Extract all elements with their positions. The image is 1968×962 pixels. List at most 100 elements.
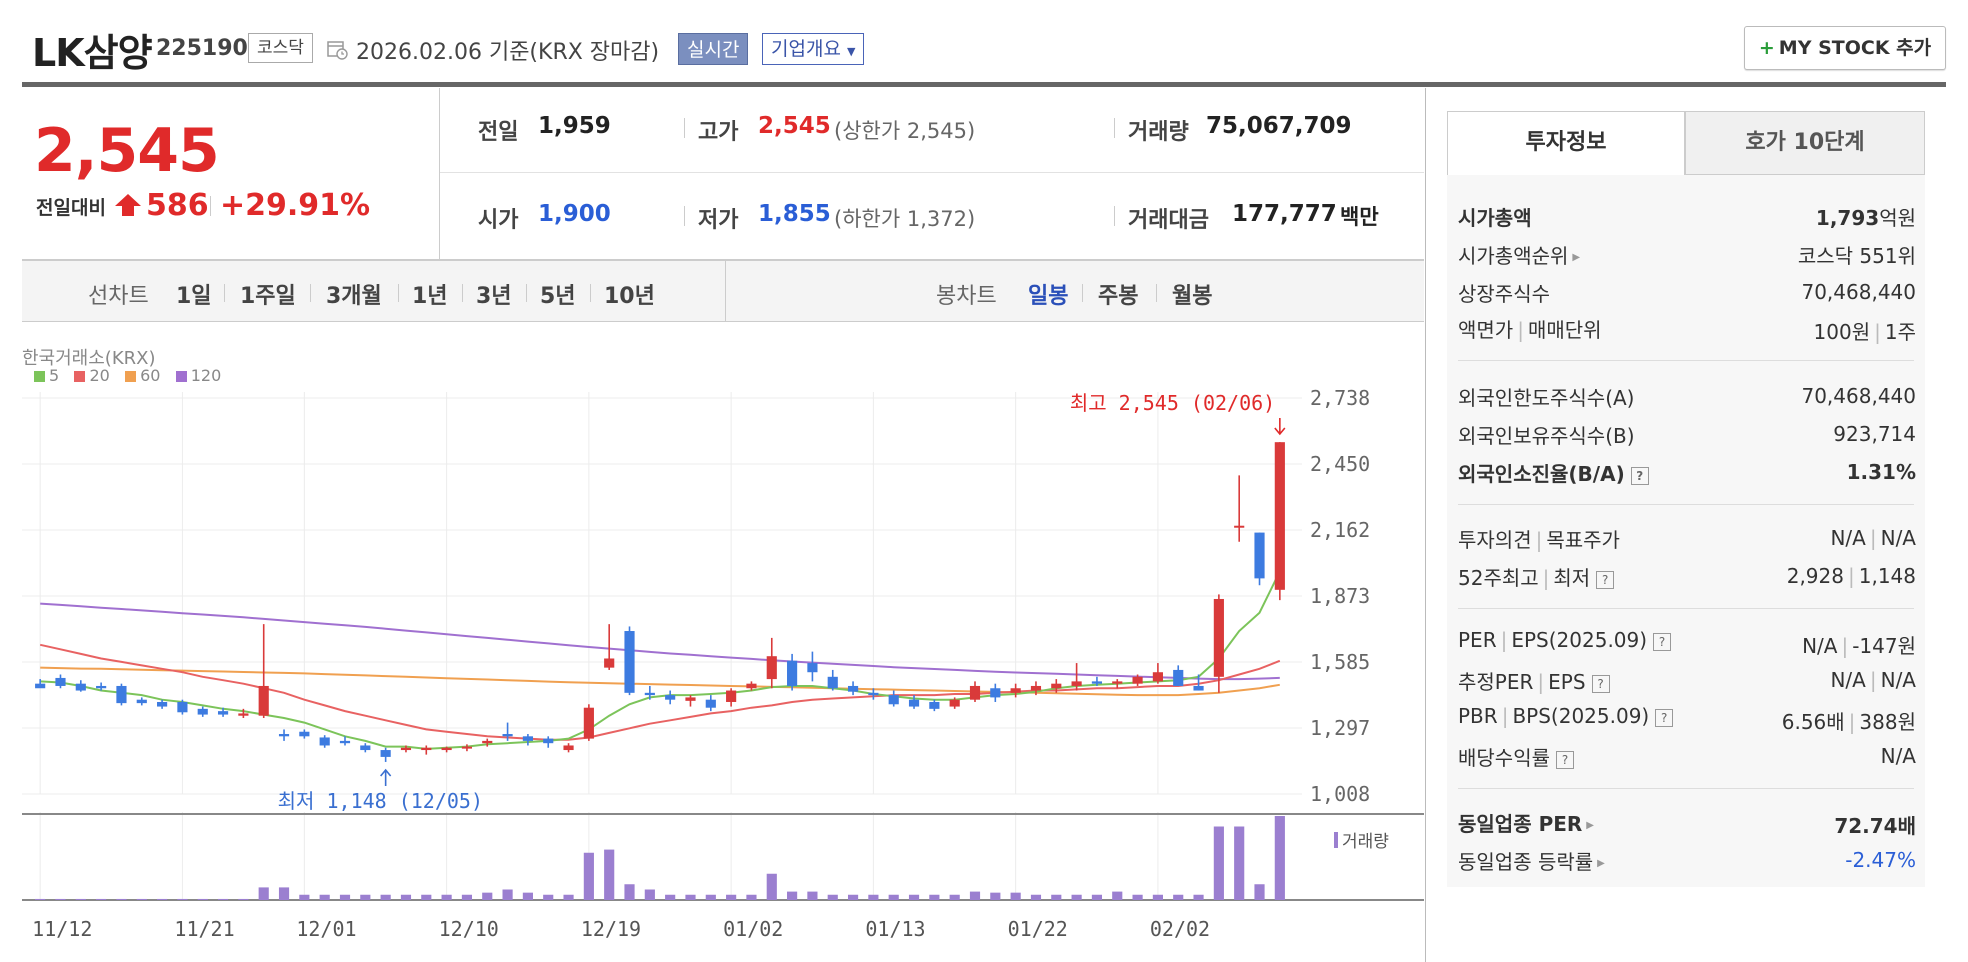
volume-bar (380, 894, 391, 900)
candle-body (1132, 676, 1143, 684)
candle-body (35, 683, 46, 689)
volume-bar (766, 873, 777, 900)
amount-unit: 백만 (1340, 205, 1379, 229)
candle-body (746, 683, 757, 689)
candle-body (55, 677, 66, 686)
volume-bar (847, 894, 859, 900)
stock-name: LK삼양 (32, 31, 153, 75)
divider (526, 284, 527, 302)
help-icon[interactable]: ? (1556, 751, 1574, 769)
high-value: 2,545 (758, 113, 831, 139)
candle-body (604, 658, 615, 668)
candle-daily[interactable]: 일봉 (1028, 284, 1069, 309)
volume-legend-label: 거래량 (1342, 832, 1389, 852)
help-icon[interactable]: ? (1596, 571, 1615, 589)
high-annotation: 최고 2,545 (02/06) (1070, 391, 1275, 415)
candle-body (807, 663, 818, 673)
volume-bar (177, 898, 188, 900)
period-1w[interactable]: 1주일 (240, 284, 296, 309)
realtime-button[interactable]: 실시간 (678, 33, 749, 65)
help-icon[interactable]: ? (1655, 709, 1674, 727)
candle-body (339, 740, 351, 744)
candle-body (421, 747, 432, 751)
candle-body (583, 707, 594, 739)
candle-body (990, 688, 1001, 698)
help-icon[interactable]: ? (1591, 675, 1610, 693)
period-3m[interactable]: 3개월 (326, 284, 382, 309)
candle-body (522, 736, 533, 741)
sector-rate-value: -2.47% (1845, 848, 1916, 872)
candle-body (177, 701, 188, 713)
volume-bar (685, 894, 696, 900)
candle-body (1051, 683, 1062, 689)
market-cap-rank-link[interactable]: 시가총액순위 ▶ (1458, 244, 1581, 268)
chevron-right-icon: ▶ (1572, 252, 1581, 263)
volume-bar (400, 894, 412, 900)
panel-border (1425, 88, 1426, 962)
change-rate: +29.91% (220, 188, 371, 223)
volume-bar (1234, 826, 1245, 900)
volume-bar (1071, 894, 1082, 900)
line-chart-label: 선차트 (88, 284, 149, 309)
volume-bar (299, 894, 310, 900)
period-5y[interactable]: 5년 (540, 284, 576, 309)
low-arrow-icon (380, 768, 392, 786)
volume-bar (75, 898, 86, 900)
legend-ma5: 5 (34, 366, 59, 385)
candle-body (217, 711, 229, 715)
volume-bar (1173, 894, 1184, 900)
candle-body (258, 685, 269, 716)
volume-bar (258, 887, 269, 900)
low-annotation: 최저 1,148 (12/05) (278, 789, 483, 813)
volume-bar (278, 887, 290, 900)
divider (1114, 118, 1115, 138)
candle-body (116, 685, 127, 704)
help-icon[interactable]: ? (1630, 467, 1649, 485)
candle-weekly[interactable]: 주봉 (1098, 284, 1139, 309)
ma20-line (39, 643, 1281, 741)
candle-body (380, 750, 391, 757)
volume-bar (868, 894, 879, 900)
volume-bar (217, 898, 229, 900)
candle-body (299, 731, 310, 737)
volume-bar (705, 894, 716, 900)
candle-body (197, 708, 208, 715)
candle-body (908, 699, 920, 707)
volume-bar (319, 894, 330, 900)
legend-ma120: 120 (175, 366, 221, 385)
candle-body (502, 734, 513, 737)
tab-order-book[interactable]: 호가 10단계 (1685, 111, 1925, 175)
amount-value: 177,777 (1232, 201, 1337, 227)
volume-legend-swatch (1334, 832, 1338, 848)
period-1y[interactable]: 1년 (412, 284, 448, 309)
volume-bar (522, 892, 533, 900)
tab-invest-info[interactable]: 투자정보 (1447, 111, 1685, 175)
shares-value: 70,468,440 (1801, 280, 1916, 304)
my-stock-add-button[interactable]: + MY STOCK 추가 (1744, 26, 1946, 70)
face-unit-value: 100원 | 1주 (1813, 320, 1916, 344)
candle-monthly[interactable]: 월봉 (1172, 284, 1213, 309)
volume-bar (644, 889, 655, 900)
candle-body (705, 699, 716, 708)
company-overview-button[interactable]: 기업개요 ▼ (762, 33, 865, 65)
pbr-bps-label: PBR | BPS(2025.09)? (1458, 704, 1674, 728)
sector-per-link[interactable]: 동일업종 PER ▶ (1458, 812, 1594, 836)
prev-close-value: 1,959 (538, 113, 611, 139)
price-chart[interactable]: 2,738 2,450 2,162 1,873 1,585 1,297 1,008 11/12… (0, 0, 1430, 962)
help-icon[interactable]: ? (1653, 633, 1672, 651)
x-tick-label: 12/01 (296, 917, 356, 941)
period-3y[interactable]: 3년 (476, 284, 512, 309)
shares-label: 상장주식수 (1458, 282, 1550, 306)
sector-rate-link[interactable]: 동일업종 등락률 ▶ (1458, 850, 1605, 874)
plus-icon: + (1758, 37, 1775, 59)
period-1d[interactable]: 1일 (176, 284, 212, 309)
candle-body (1112, 681, 1123, 684)
candle-chart-label: 봉차트 (936, 284, 997, 309)
divider (1156, 284, 1157, 302)
period-10y[interactable]: 10년 (604, 284, 655, 309)
volume-bar (1274, 816, 1285, 900)
volume-bar (1254, 884, 1265, 900)
divider (1458, 788, 1914, 789)
foreign-rate-value: 1.31% (1846, 460, 1916, 484)
x-tick-label: 12/19 (581, 917, 641, 941)
